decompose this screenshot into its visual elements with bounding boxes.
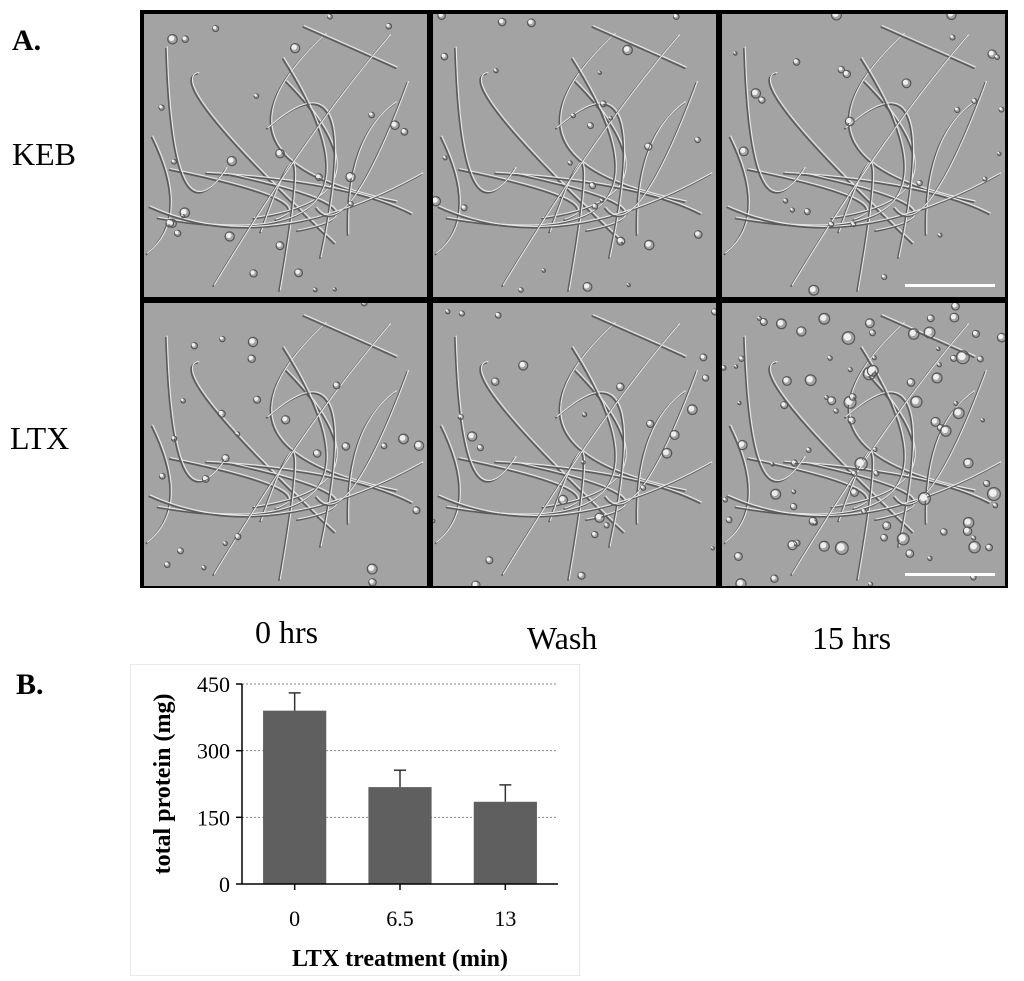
- row-label-ltx: LTX: [10, 420, 69, 457]
- micrograph-texture: [433, 14, 716, 297]
- scale-bar: [905, 573, 995, 576]
- micrograph-keb-15hrs: [722, 14, 1005, 297]
- panel-b-letter: B.: [16, 668, 44, 702]
- scale-bar: [905, 284, 995, 287]
- x-tick-label: 13: [494, 906, 516, 931]
- x-tick-label: 0: [289, 906, 300, 931]
- micrograph-grid: [140, 10, 1008, 588]
- bar-13: [474, 802, 537, 884]
- micrograph-texture: [722, 303, 1005, 586]
- micrograph-keb-0hrs: [144, 14, 427, 297]
- column-label-0hrs: 0 hrs: [255, 614, 318, 651]
- x-tick-label: 6.5: [386, 906, 414, 931]
- micrograph-ltx-15hrs: [722, 303, 1005, 586]
- micrograph-texture: [722, 14, 1005, 297]
- y-tick-label: 0: [219, 872, 230, 897]
- bar-0: [263, 711, 326, 884]
- micrograph-texture: [433, 303, 716, 586]
- panel-a-letter: A.: [12, 24, 41, 58]
- y-tick-label: 450: [197, 672, 230, 697]
- x-axis-label: LTX treatment (min): [292, 946, 508, 972]
- protein-bar-chart: 0 150 300 450 0 6.5 13 LTX treatment (min) total…: [130, 664, 580, 976]
- micrograph-texture: [144, 14, 427, 297]
- micrograph-ltx-0hrs: [144, 303, 427, 586]
- row-label-keb: KEB: [12, 136, 76, 173]
- chart-svg: 0 150 300 450 0 6.5 13 LTX treatment (min) total…: [130, 664, 580, 976]
- column-label-15hrs: 15 hrs: [812, 620, 891, 657]
- y-tick-label: 150: [197, 805, 230, 830]
- column-label-wash: Wash: [527, 620, 597, 657]
- y-tick-label: 300: [197, 739, 230, 764]
- micrograph-texture: [144, 303, 427, 586]
- micrograph-keb-wash: [433, 14, 716, 297]
- bar-6.5: [368, 787, 431, 884]
- micrograph-ltx-wash: [433, 303, 716, 586]
- y-axis-label: total protein (mg): [150, 694, 176, 875]
